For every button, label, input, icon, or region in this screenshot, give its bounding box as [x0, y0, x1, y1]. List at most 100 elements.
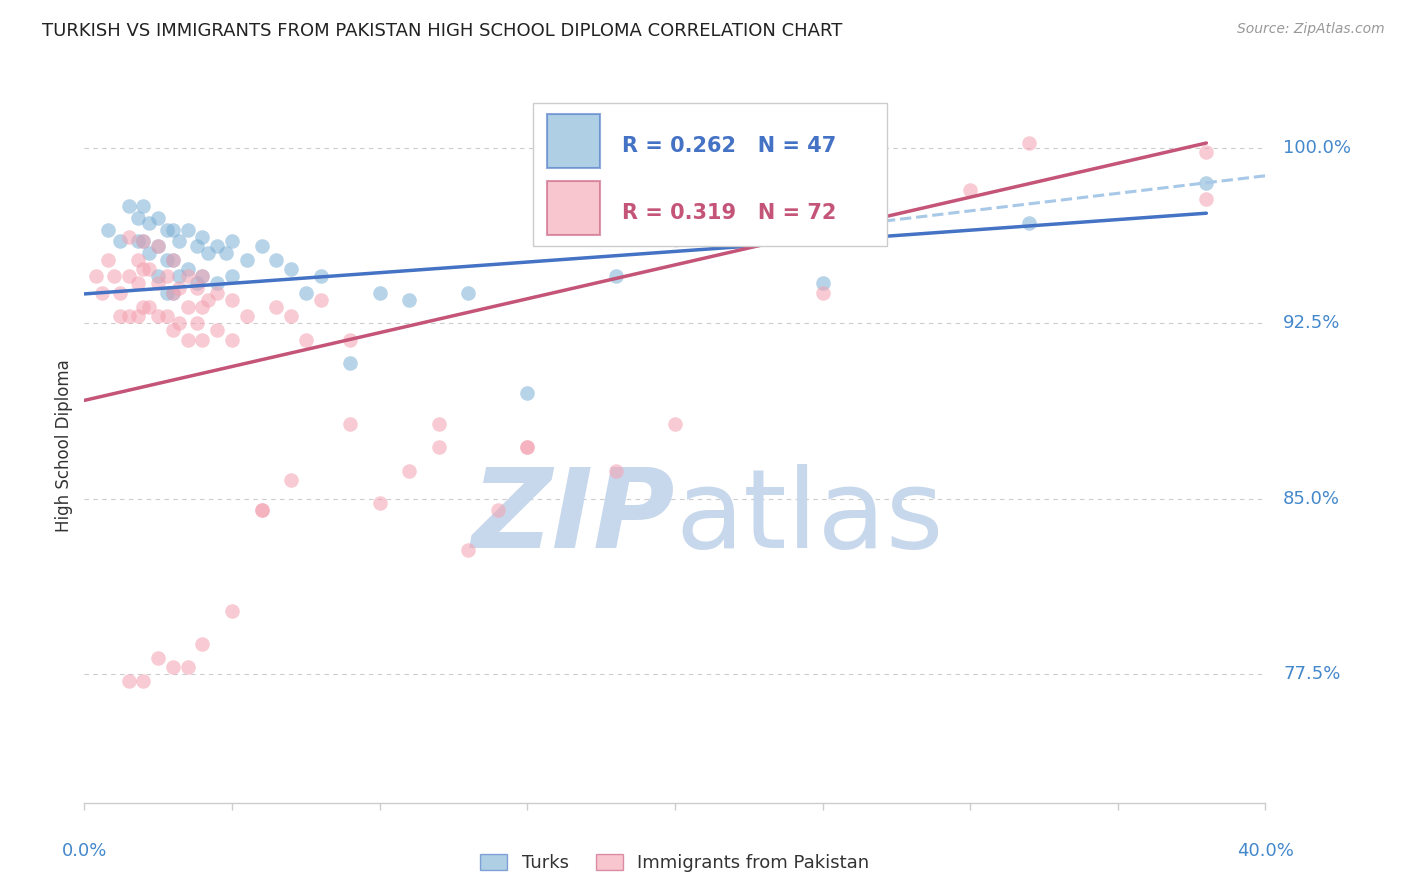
Point	[103, 269, 125, 284]
Point	[280, 262, 302, 277]
FancyBboxPatch shape	[533, 103, 887, 246]
Point	[156, 252, 179, 267]
Point	[221, 333, 243, 347]
Text: Source: ZipAtlas.com: Source: ZipAtlas.com	[1237, 22, 1385, 37]
Point	[191, 269, 214, 284]
Point	[186, 277, 208, 291]
Point	[132, 674, 155, 689]
Legend: Turks, Immigrants from Pakistan: Turks, Immigrants from Pakistan	[472, 847, 877, 880]
Point	[1018, 216, 1040, 230]
Point	[97, 222, 120, 236]
Point	[250, 503, 273, 517]
Point	[127, 211, 149, 225]
Point	[215, 246, 238, 260]
Point	[132, 199, 155, 213]
Point	[97, 252, 120, 267]
Point	[91, 285, 114, 300]
Point	[339, 333, 361, 347]
Point	[156, 222, 179, 236]
Point	[127, 234, 149, 248]
Point	[516, 386, 538, 401]
Point	[339, 417, 361, 431]
Point	[167, 281, 190, 295]
Point	[197, 246, 219, 260]
Point	[162, 252, 184, 267]
Point	[167, 269, 190, 284]
Point	[148, 269, 170, 284]
Text: R = 0.262   N = 47: R = 0.262 N = 47	[621, 136, 837, 156]
Point	[398, 464, 420, 478]
Point	[162, 285, 184, 300]
Point	[177, 269, 200, 284]
Y-axis label: High School Diploma: High School Diploma	[55, 359, 73, 533]
Point	[162, 660, 184, 674]
Point	[295, 285, 318, 300]
Point	[186, 281, 208, 295]
Point	[108, 285, 131, 300]
Point	[486, 503, 509, 517]
Point	[177, 660, 200, 674]
Point	[108, 234, 131, 248]
Point	[221, 234, 243, 248]
Point	[235, 309, 259, 323]
Point	[191, 637, 214, 651]
Point	[118, 229, 141, 244]
Point	[811, 277, 834, 291]
Point	[250, 503, 273, 517]
Point	[162, 323, 184, 337]
Point	[177, 300, 200, 314]
Point	[156, 285, 179, 300]
Point	[221, 604, 243, 618]
Point	[457, 543, 479, 558]
Point	[1195, 176, 1218, 190]
Point	[309, 269, 332, 284]
Point	[368, 496, 391, 510]
Text: ZIP: ZIP	[471, 464, 675, 571]
Point	[205, 285, 228, 300]
Text: R = 0.319   N = 72: R = 0.319 N = 72	[621, 203, 837, 223]
Point	[186, 316, 208, 330]
Point	[148, 277, 170, 291]
Point	[197, 293, 219, 307]
Point	[205, 239, 228, 253]
Point	[811, 285, 834, 300]
Point	[516, 440, 538, 454]
Point	[162, 252, 184, 267]
Point	[605, 269, 627, 284]
Point	[177, 222, 200, 236]
Text: 40.0%: 40.0%	[1237, 842, 1294, 860]
Point	[127, 252, 149, 267]
Point	[427, 440, 450, 454]
Point	[221, 293, 243, 307]
Point	[427, 417, 450, 431]
Point	[664, 417, 686, 431]
Point	[457, 285, 479, 300]
Point	[177, 333, 200, 347]
Text: 85.0%: 85.0%	[1284, 490, 1340, 508]
Point	[309, 293, 332, 307]
Point	[398, 293, 420, 307]
Text: atlas: atlas	[675, 464, 943, 571]
Point	[118, 309, 141, 323]
Text: 0.0%: 0.0%	[62, 842, 107, 860]
Point	[138, 246, 160, 260]
Point	[132, 234, 155, 248]
Point	[118, 269, 141, 284]
FancyBboxPatch shape	[547, 181, 600, 235]
Point	[205, 277, 228, 291]
Point	[138, 262, 160, 277]
Point	[132, 234, 155, 248]
Point	[191, 333, 214, 347]
Point	[221, 269, 243, 284]
Point	[339, 356, 361, 370]
Point	[295, 333, 318, 347]
Text: 77.5%: 77.5%	[1284, 665, 1340, 683]
Point	[368, 285, 391, 300]
Point	[191, 229, 214, 244]
Point	[264, 252, 288, 267]
Point	[127, 277, 149, 291]
Text: TURKISH VS IMMIGRANTS FROM PAKISTAN HIGH SCHOOL DIPLOMA CORRELATION CHART: TURKISH VS IMMIGRANTS FROM PAKISTAN HIGH…	[42, 22, 842, 40]
Text: 92.5%: 92.5%	[1284, 314, 1340, 332]
Point	[191, 269, 214, 284]
Point	[235, 252, 259, 267]
